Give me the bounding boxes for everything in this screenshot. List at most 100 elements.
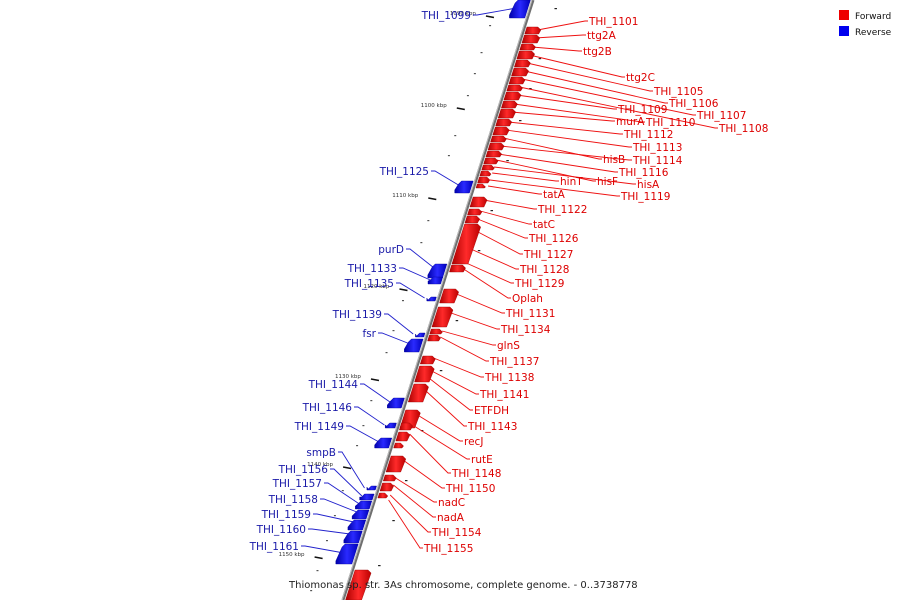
gene-label-tatc[interactable]: tatC: [533, 219, 555, 231]
gene-label-thi-1110[interactable]: THI_1110: [645, 117, 695, 129]
gene-label-ttg2a[interactable]: ttg2A: [587, 30, 617, 42]
gene-label-thi-1156[interactable]: THI_1156: [278, 464, 329, 476]
forward-gene-block: [479, 170, 492, 177]
gene-label-hint[interactable]: hinT: [560, 176, 583, 188]
gene-label-thi-1107[interactable]: THI_1107: [696, 110, 746, 122]
gene-label-thi-1148[interactable]: THI_1148: [451, 468, 501, 480]
gene-label-thi-1116[interactable]: THI_1116: [618, 167, 669, 179]
minor-ticks: [310, 8, 557, 592]
gene-label-oplah[interactable]: Oplah: [512, 293, 543, 305]
forward-leader-line: [514, 103, 645, 123]
gene-label-thi-1105[interactable]: THI_1105: [653, 86, 703, 98]
forward-gene-block: [511, 67, 529, 77]
gene-label-thi-1108[interactable]: THI_1108: [718, 123, 768, 135]
forward-leader-line: [537, 20, 588, 31]
tick-label: 1120 kbp: [363, 284, 389, 290]
gene-label-mura[interactable]: murA: [616, 116, 645, 128]
gene-label-thi-1139[interactable]: THI_1139: [332, 309, 382, 321]
gene-label-nadc[interactable]: nadC: [438, 497, 465, 509]
gene-label-hisb[interactable]: hisB: [603, 154, 625, 166]
gene-label-glns[interactable]: glnS: [497, 340, 520, 352]
gene-label-thi-1099[interactable]: THI_1099: [421, 10, 471, 22]
gene-label-thi-1135[interactable]: THI_1135: [344, 278, 394, 290]
forward-leader-line: [488, 185, 542, 195]
forward-label-leaders: [388, 20, 718, 549]
forward-leader-line: [483, 199, 537, 210]
gene-label-thi-1133[interactable]: THI_1133: [347, 263, 397, 275]
gene-label-ttg2c[interactable]: ttg2C: [626, 72, 655, 84]
gene-label-hisf[interactable]: hisF: [597, 176, 618, 188]
gene-label-recj[interactable]: recJ: [464, 436, 483, 448]
tick-mark: [314, 556, 323, 560]
gene-label-thi-1137[interactable]: THI_1137: [489, 356, 539, 368]
gene-label-thi-1157[interactable]: THI_1157: [272, 478, 322, 490]
gene-label-purd[interactable]: purD: [378, 244, 404, 256]
forward-gene-block: [429, 328, 443, 335]
forward-gene-block: [490, 135, 507, 143]
forward-gene-block: [487, 142, 505, 151]
forward-leader-line: [498, 153, 618, 173]
gene-label-thi-1154[interactable]: THI_1154: [431, 527, 482, 539]
gene-label-tata[interactable]: tatA: [543, 189, 566, 201]
reverse-leader-line: [406, 248, 435, 269]
gene-label-thi-1158[interactable]: THI_1158: [268, 494, 318, 506]
gene-label-thi-1119[interactable]: THI_1119: [620, 191, 670, 203]
gene-label-thi-1161[interactable]: THI_1161: [249, 541, 299, 553]
gene-label-thi-1127[interactable]: THI_1127: [523, 249, 573, 261]
forward-gene-labels: THI_1101ttg2Attg2Bttg2CTHI_1105THI_1106T…: [423, 16, 768, 555]
gene-label-thi-1129[interactable]: THI_1129: [514, 278, 564, 290]
forward-gene-block: [439, 288, 459, 304]
gene-label-thi-1144[interactable]: THI_1144: [308, 379, 359, 391]
reverse-leader-line: [378, 332, 411, 345]
gene-label-thi-1106[interactable]: THI_1106: [668, 98, 719, 110]
gene-label-thi-1160[interactable]: THI_1160: [256, 524, 306, 536]
forward-gene-block: [385, 455, 407, 473]
forward-leader-line: [505, 129, 632, 148]
tick-mark: [342, 466, 352, 470]
gene-label-ttg2b[interactable]: ttg2B: [583, 46, 612, 58]
gene-label-smpb[interactable]: smpB: [306, 447, 336, 459]
gene-label-thi-1131[interactable]: THI_1131: [505, 308, 555, 320]
tick-label: 1100 kbp: [421, 103, 447, 109]
minor-tick: [518, 120, 522, 122]
minor-tick: [370, 400, 373, 402]
gene-label-thi-1114[interactable]: THI_1114: [632, 155, 683, 167]
gene-label-thi-1122[interactable]: THI_1122: [537, 204, 587, 216]
gene-label-etfdh[interactable]: ETFDH: [474, 405, 509, 417]
reverse-gene-block: [404, 338, 424, 353]
forward-leader-line: [415, 413, 463, 442]
gene-label-thi-1159[interactable]: THI_1159: [261, 509, 311, 521]
gene-label-thi-1143[interactable]: THI_1143: [467, 421, 517, 433]
gene-label-thi-1150[interactable]: THI_1150: [445, 483, 495, 495]
gene-label-thi-1155[interactable]: THI_1155: [423, 543, 473, 555]
gene-label-thi-1126[interactable]: THI_1126: [528, 233, 579, 245]
gene-label-rute[interactable]: rutE: [471, 454, 493, 466]
gene-label-thi-1109[interactable]: THI_1109: [617, 104, 667, 116]
forward-gene-block: [508, 76, 526, 85]
gene-label-thi-1112[interactable]: THI_1112: [623, 129, 673, 141]
forward-leader-line: [468, 247, 519, 270]
gene-label-thi-1101[interactable]: THI_1101: [588, 16, 638, 28]
gene-label-thi-1141[interactable]: THI_1141: [479, 389, 529, 401]
gene-label-thi-1146[interactable]: THI_1146: [302, 402, 353, 414]
forward-leader-line: [423, 388, 467, 427]
gene-label-nada[interactable]: nadA: [437, 512, 465, 524]
gene-label-thi-1125[interactable]: THI_1125: [379, 166, 429, 178]
forward-gene-block: [524, 26, 542, 35]
gene-label-thi-1128[interactable]: THI_1128: [519, 264, 569, 276]
forward-leader-line: [477, 218, 528, 239]
forward-leader-line: [496, 159, 596, 182]
reverse-leader-line: [473, 7, 517, 16]
forward-leader-line: [395, 477, 437, 503]
forward-leader-line: [409, 433, 451, 474]
gene-label-fsr[interactable]: fsr: [363, 328, 377, 340]
forward-gene-block: [427, 334, 441, 342]
gene-label-thi-1134[interactable]: THI_1134: [500, 324, 551, 336]
gene-label-thi-1138[interactable]: THI_1138: [484, 372, 534, 384]
gene-label-thi-1113[interactable]: THI_1113: [632, 142, 682, 154]
minor-tick: [427, 220, 430, 222]
gene-label-hisa[interactable]: hisA: [637, 179, 660, 191]
minor-tick: [392, 330, 395, 332]
gene-label-thi-1149[interactable]: THI_1149: [294, 421, 344, 433]
